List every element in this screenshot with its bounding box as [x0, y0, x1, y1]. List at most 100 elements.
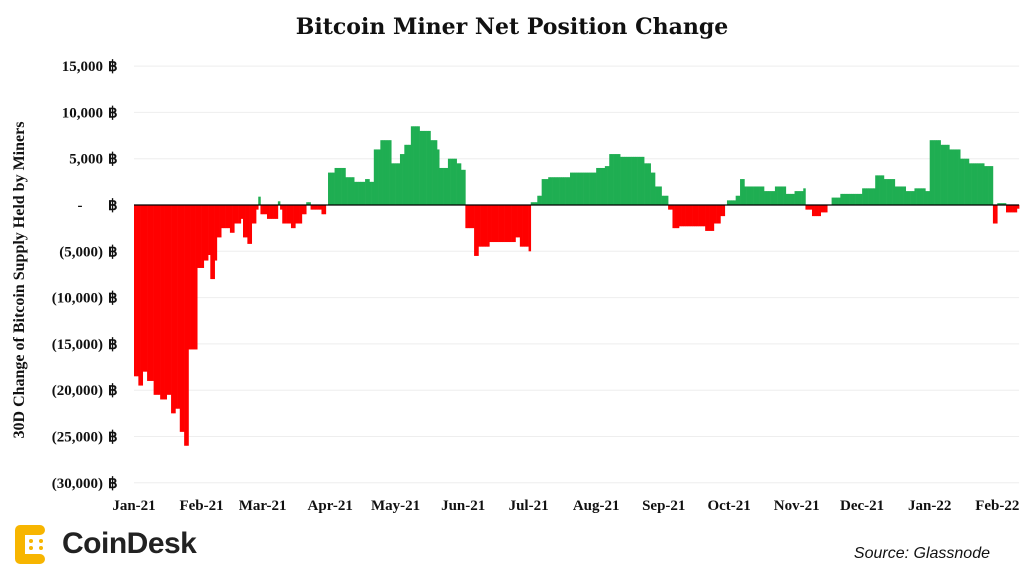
bar	[410, 126, 414, 205]
bar	[735, 195, 739, 205]
bar	[140, 205, 144, 386]
bar	[609, 154, 612, 205]
bar	[467, 205, 471, 229]
bar	[589, 172, 593, 205]
bar	[907, 191, 911, 205]
bar	[851, 193, 854, 205]
bar	[862, 188, 865, 205]
bar	[624, 156, 627, 205]
bar	[262, 205, 266, 215]
bar	[519, 205, 523, 247]
bar	[844, 193, 848, 205]
bar	[923, 188, 926, 205]
bar	[570, 172, 573, 205]
bar	[992, 205, 996, 224]
bar	[219, 205, 222, 238]
bar	[637, 156, 641, 205]
bar	[532, 202, 536, 205]
bar	[811, 205, 815, 217]
bar	[639, 156, 643, 205]
bar	[604, 166, 608, 205]
bar	[430, 140, 433, 205]
bar	[421, 130, 425, 205]
bar	[574, 172, 577, 205]
x-tick-label: Jun-21	[441, 498, 485, 514]
bar	[142, 205, 146, 372]
bar	[493, 205, 497, 243]
bar	[201, 205, 205, 268]
bar	[805, 205, 808, 210]
bar	[373, 149, 377, 205]
bar	[912, 191, 915, 205]
bar	[764, 191, 767, 205]
bar	[463, 169, 466, 205]
bar	[809, 205, 813, 210]
bar	[474, 205, 477, 256]
bar	[583, 172, 586, 205]
bar	[788, 193, 791, 205]
bar	[197, 205, 200, 268]
bar	[561, 177, 564, 205]
bar	[672, 205, 675, 229]
bar	[849, 193, 852, 205]
bar	[212, 205, 215, 280]
bar	[951, 149, 954, 205]
bar	[293, 205, 296, 229]
bar	[136, 205, 139, 377]
bar	[931, 140, 935, 205]
bar	[415, 126, 418, 205]
bar	[556, 177, 560, 205]
bar	[404, 144, 407, 205]
x-tick-label: Jul-21	[509, 498, 549, 514]
bar	[962, 158, 965, 205]
bar	[982, 163, 985, 205]
bar	[705, 205, 708, 231]
bar	[347, 177, 351, 205]
y-tick-label: 10,000	[62, 105, 103, 121]
bar	[380, 140, 383, 205]
bar	[506, 205, 510, 243]
bar	[554, 177, 558, 205]
bar	[349, 177, 353, 205]
bar	[251, 205, 255, 224]
bar	[563, 177, 566, 205]
bar	[1006, 205, 1009, 213]
bar	[979, 163, 983, 205]
x-tick-label: Feb-21	[179, 498, 223, 514]
bar	[295, 205, 298, 224]
bar	[210, 205, 213, 280]
bar	[487, 205, 490, 247]
bar	[495, 205, 499, 243]
bar	[144, 205, 148, 372]
bar	[986, 166, 989, 205]
bar	[591, 172, 595, 205]
bar	[365, 179, 368, 205]
bar	[733, 200, 736, 205]
bar	[816, 205, 819, 217]
bar	[236, 205, 239, 224]
bar	[539, 195, 542, 205]
bar	[744, 186, 747, 205]
bar	[783, 186, 787, 205]
bar	[803, 188, 806, 205]
bar	[877, 175, 880, 205]
bar	[596, 167, 599, 205]
bar	[681, 205, 684, 227]
bar	[399, 154, 403, 205]
bar	[711, 205, 715, 231]
bar	[685, 205, 689, 227]
bar	[297, 205, 300, 224]
bar	[247, 205, 250, 244]
bar	[149, 205, 152, 381]
bar	[927, 191, 930, 205]
bar	[524, 205, 527, 247]
bar	[317, 205, 320, 210]
bar	[559, 177, 562, 205]
bar	[393, 163, 396, 205]
y-tick-unit: ฿	[108, 337, 118, 353]
bar	[286, 205, 290, 224]
bar	[484, 205, 488, 247]
x-tick-label: Sep-21	[642, 498, 685, 514]
bar	[576, 172, 580, 205]
